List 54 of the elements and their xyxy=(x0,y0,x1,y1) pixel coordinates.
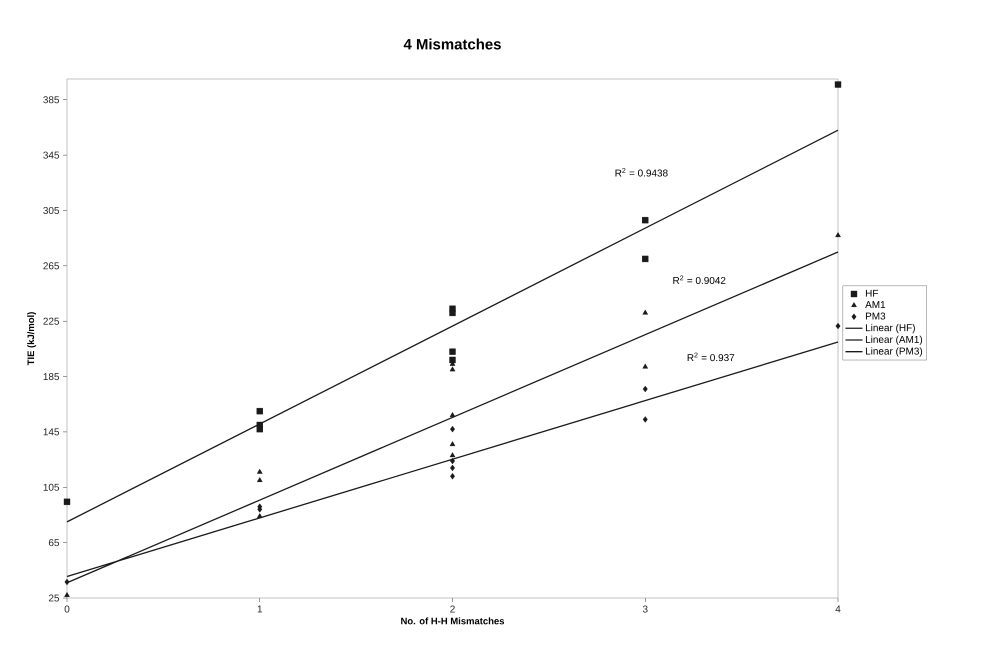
annotation: R$^{2}$ = 0.9042 xyxy=(673,275,726,284)
point xyxy=(449,310,456,316)
y-tick-label: 265 xyxy=(43,262,60,270)
x-tick-label: 2 xyxy=(450,606,455,612)
point xyxy=(642,416,648,423)
y-tick-label: 345 xyxy=(43,152,60,159)
x-tick-label: 1 xyxy=(258,606,262,612)
point xyxy=(642,216,648,224)
point xyxy=(450,473,455,480)
point xyxy=(450,441,456,446)
y-axis-title: TIE (kJ/mol) xyxy=(27,312,36,366)
legend-label: AM1 xyxy=(865,301,886,308)
x-tick-label: 4 xyxy=(835,606,840,612)
point xyxy=(835,232,841,238)
annotation: R$^{2}$ = 0.937 xyxy=(688,352,734,362)
point xyxy=(64,498,70,506)
x-tick-label: 3 xyxy=(642,606,648,613)
legend-label: PM3 xyxy=(866,312,886,320)
point xyxy=(449,348,456,355)
point xyxy=(64,592,70,597)
y-tick-label: 105 xyxy=(44,484,60,491)
point xyxy=(450,464,455,472)
legend-label: HF xyxy=(866,290,878,297)
point xyxy=(450,458,455,464)
y-tick-label: 385 xyxy=(43,96,60,104)
y-tick-label: 185 xyxy=(44,373,60,380)
point xyxy=(836,322,840,330)
point xyxy=(256,408,263,414)
y-tick-label: 225 xyxy=(43,318,60,325)
point xyxy=(450,452,456,458)
y-tick-label: 25 xyxy=(48,594,60,602)
point xyxy=(450,426,455,432)
point xyxy=(256,426,263,432)
y-tick-label: 145 xyxy=(44,428,60,436)
point xyxy=(834,81,842,88)
chart-title: 4 Mismatches xyxy=(404,38,501,50)
annotation: R$^{2}$ = 0.9438 xyxy=(616,168,668,177)
legend-label: Linear (HF) xyxy=(866,324,915,334)
point xyxy=(642,364,648,369)
y-tick-label: 305 xyxy=(43,206,60,214)
x-tick-label: 0 xyxy=(64,606,70,613)
point xyxy=(642,386,648,392)
point xyxy=(642,310,648,315)
point xyxy=(642,256,648,262)
point xyxy=(450,366,456,372)
legend-label: Linear (PM3) xyxy=(866,347,922,357)
point xyxy=(64,578,70,586)
point xyxy=(256,468,263,474)
legend-label: Linear (AM1) xyxy=(866,336,922,345)
point xyxy=(450,412,456,418)
y-tick-label: 65 xyxy=(48,539,60,546)
point xyxy=(256,477,263,482)
point xyxy=(256,513,263,518)
x-axis-title: No. of H-H Mismatches xyxy=(401,617,504,624)
